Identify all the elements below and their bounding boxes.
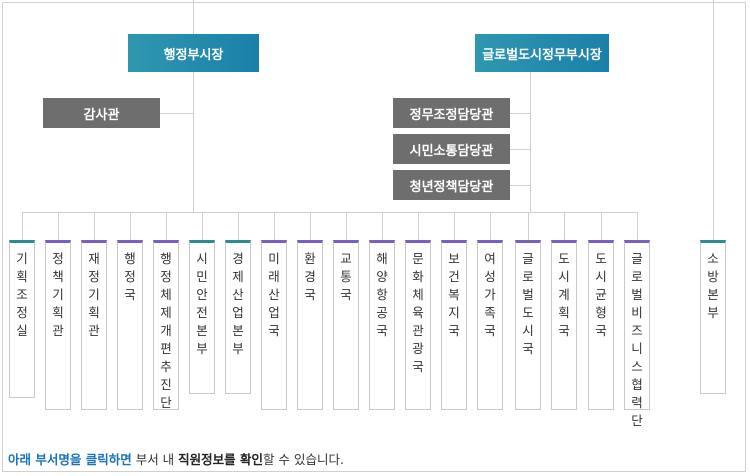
connector-line — [713, 0, 714, 240]
footer-text: 할 수 있습니다. — [263, 452, 344, 467]
footer-strong: 직원정보를 확인 — [178, 452, 263, 467]
dept-label: 해양항공국 — [376, 251, 388, 338]
connector-line — [530, 72, 531, 212]
connector-line — [193, 72, 194, 212]
deputy-mayor-admin-box[interactable]: 행정부시장 — [128, 34, 259, 72]
dept-label: 도시계획국 — [558, 251, 570, 338]
connector-line — [510, 185, 530, 186]
staff-label: 청년정책담당관 — [409, 179, 494, 195]
connector-line — [94, 212, 95, 240]
connector-line — [22, 212, 637, 213]
dept-box[interactable]: 교통국 — [333, 240, 359, 410]
connector-line — [601, 212, 602, 240]
dept-label: 경제산업본부 — [232, 251, 244, 356]
deputy-mayor-global-label: 글로벌도시정무부시장 — [482, 47, 602, 63]
footer-highlight: 아래 부서명을 클릭하면 — [8, 452, 132, 467]
dept-label: 교통국 — [340, 251, 352, 302]
chart-frame — [2, 2, 746, 472]
staff-label: 정무조정담당관 — [409, 107, 494, 123]
deputy-mayor-admin-label: 행정부시장 — [163, 47, 224, 63]
dept-box-fire[interactable]: 소방본부 — [700, 240, 726, 394]
deputy-mayor-global-box[interactable]: 글로벌도시정무부시장 — [475, 34, 609, 72]
dept-label: 행정국 — [124, 251, 136, 302]
dept-box[interactable]: 문화체육관광국 — [405, 240, 431, 410]
connector-line — [382, 212, 383, 240]
connector-line — [193, 0, 194, 34]
connector-line — [160, 113, 193, 114]
dept-box[interactable]: 보건복지국 — [441, 240, 467, 410]
connector-line — [346, 212, 347, 240]
connector-line — [22, 212, 23, 240]
dept-label: 미래산업국 — [268, 251, 280, 338]
dept-label: 문화체육관광국 — [412, 251, 424, 374]
connector-line — [490, 212, 491, 240]
dept-box[interactable]: 해양항공국 — [369, 240, 395, 410]
dept-label: 행정체제개편추진단 — [160, 251, 172, 410]
dept-box[interactable]: 여성가족국 — [477, 240, 503, 410]
connector-line — [130, 212, 131, 240]
connector-line — [564, 212, 565, 240]
connector-line — [418, 212, 419, 240]
dept-box[interactable]: 환경국 — [297, 240, 323, 410]
dept-label: 소방본부 — [707, 251, 719, 320]
dept-box[interactable]: 정책기획관 — [45, 240, 71, 410]
connector-line — [238, 212, 239, 240]
staff-label: 시민소통담당관 — [409, 143, 494, 159]
dept-label: 환경국 — [304, 251, 316, 302]
dept-box[interactable]: 행정체제개편추진단 — [153, 240, 179, 410]
dept-box[interactable]: 글로벌비즈니스협력단 — [624, 240, 650, 428]
connector-line — [510, 149, 530, 150]
dept-label: 정책기획관 — [52, 251, 64, 338]
staff-box-youth-policy[interactable]: 청년정책담당관 — [393, 170, 510, 200]
dept-box[interactable]: 기획조정실 — [9, 240, 35, 398]
dept-box[interactable]: 시민안전본부 — [189, 240, 215, 394]
dept-label: 보건복지국 — [448, 251, 460, 338]
dept-label: 도시균형국 — [595, 251, 607, 338]
dept-label: 재정기획관 — [88, 251, 100, 338]
connector-line — [637, 212, 638, 240]
connector-line — [510, 113, 530, 114]
dept-label: 여성가족국 — [484, 251, 496, 338]
connector-line — [528, 212, 529, 240]
dept-box[interactable]: 미래산업국 — [261, 240, 287, 410]
dept-box[interactable]: 재정기획관 — [81, 240, 107, 410]
dept-box[interactable]: 글로벌도시국 — [515, 240, 541, 410]
connector-line — [58, 212, 59, 240]
dept-label: 기획조정실 — [16, 251, 28, 338]
dept-box[interactable]: 행정국 — [117, 240, 143, 410]
connector-line — [454, 212, 455, 240]
footer-note: 아래 부서명을 클릭하면 부서 내 직원정보를 확인할 수 있습니다. — [8, 449, 344, 468]
footer-text: 부서 내 — [131, 452, 179, 467]
dept-label: 글로벌비즈니스협력단 — [631, 251, 643, 428]
staff-box-audit[interactable]: 감사관 — [43, 98, 160, 128]
dept-box[interactable]: 도시균형국 — [588, 240, 614, 410]
staff-box-political-coordination[interactable]: 정무조정담당관 — [393, 98, 510, 128]
staff-box-citizen-communication[interactable]: 시민소통담당관 — [393, 134, 510, 164]
dept-label: 시민안전본부 — [196, 251, 208, 356]
dept-box[interactable]: 도시계획국 — [551, 240, 577, 410]
connector-line — [274, 212, 275, 240]
connector-line — [310, 212, 311, 240]
dept-box[interactable]: 경제산업본부 — [225, 240, 251, 394]
connector-line — [166, 212, 167, 240]
connector-line — [202, 212, 203, 240]
dept-label: 글로벌도시국 — [522, 251, 534, 356]
staff-label: 감사관 — [83, 107, 120, 123]
